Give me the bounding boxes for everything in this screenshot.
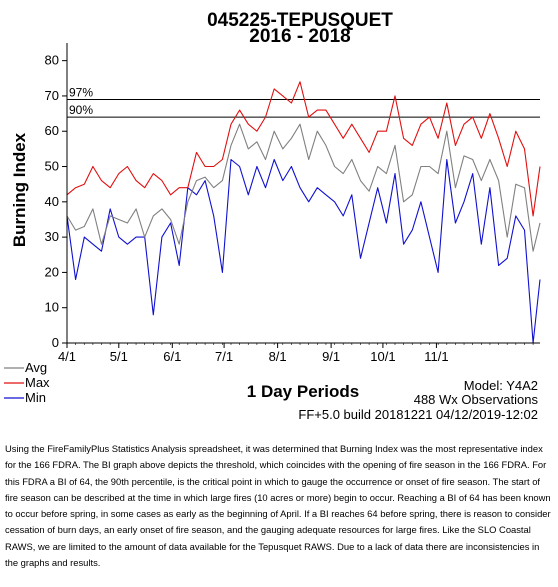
chart-title: 045225-TEPUSQUET (207, 10, 393, 31)
y-tick-label-8: 80 (45, 53, 59, 68)
x-tick-label-5: 9/1 (322, 349, 340, 364)
series-max-line (66, 81, 541, 217)
x-tick-label-1: 5/1 (110, 349, 128, 364)
y-tick-label-0: 0 (52, 335, 59, 350)
observations-info: 488 Wx Observations (414, 392, 539, 407)
y-tick-label-2: 20 (45, 264, 59, 279)
legend-max: Max (25, 375, 50, 390)
y-tick-label-5: 50 (45, 159, 59, 174)
x-axis-label: 1 Day Periods (247, 382, 359, 401)
y-tick-label-3: 30 (45, 229, 59, 244)
y-tick-label-4: 40 (45, 194, 59, 209)
burning-index-chart: 045225-TEPUSQUET 2016 - 2018 Burning Ind… (4, 10, 541, 422)
series-min-line (66, 158, 541, 344)
model-info: Model: Y4A2 (464, 378, 538, 393)
y-tick-label-7: 70 (45, 88, 59, 103)
x-tick-label-6: 10/1 (370, 349, 395, 364)
y-tick-label-6: 60 (45, 123, 59, 138)
chart-subtitle: 2016 - 2018 (249, 26, 350, 47)
x-tick-label-7: 11/1 (424, 349, 448, 364)
legend-min: Min (25, 390, 46, 405)
y-tick-label-1: 10 (45, 300, 59, 315)
x-tick-label-4: 8/1 (269, 349, 287, 364)
x-tick-label-3: 7/1 (215, 349, 233, 364)
percentile-label-0: 97% (69, 85, 93, 99)
build-info: FF+5.0 build 20181221 04/12/2019-12:02 (298, 407, 538, 422)
y-axis-label: Burning Index (10, 132, 29, 247)
legend: Avg Max Min (4, 360, 50, 405)
caption-text: Using the FireFamilyPlus Statistics Anal… (5, 443, 551, 569)
percentile-label-1: 90% (69, 103, 93, 117)
legend-avg: Avg (25, 360, 47, 375)
x-tick-label-0: 4/1 (58, 349, 76, 364)
series-avg-line (66, 123, 541, 252)
x-tick-label-2: 6/1 (163, 349, 181, 364)
